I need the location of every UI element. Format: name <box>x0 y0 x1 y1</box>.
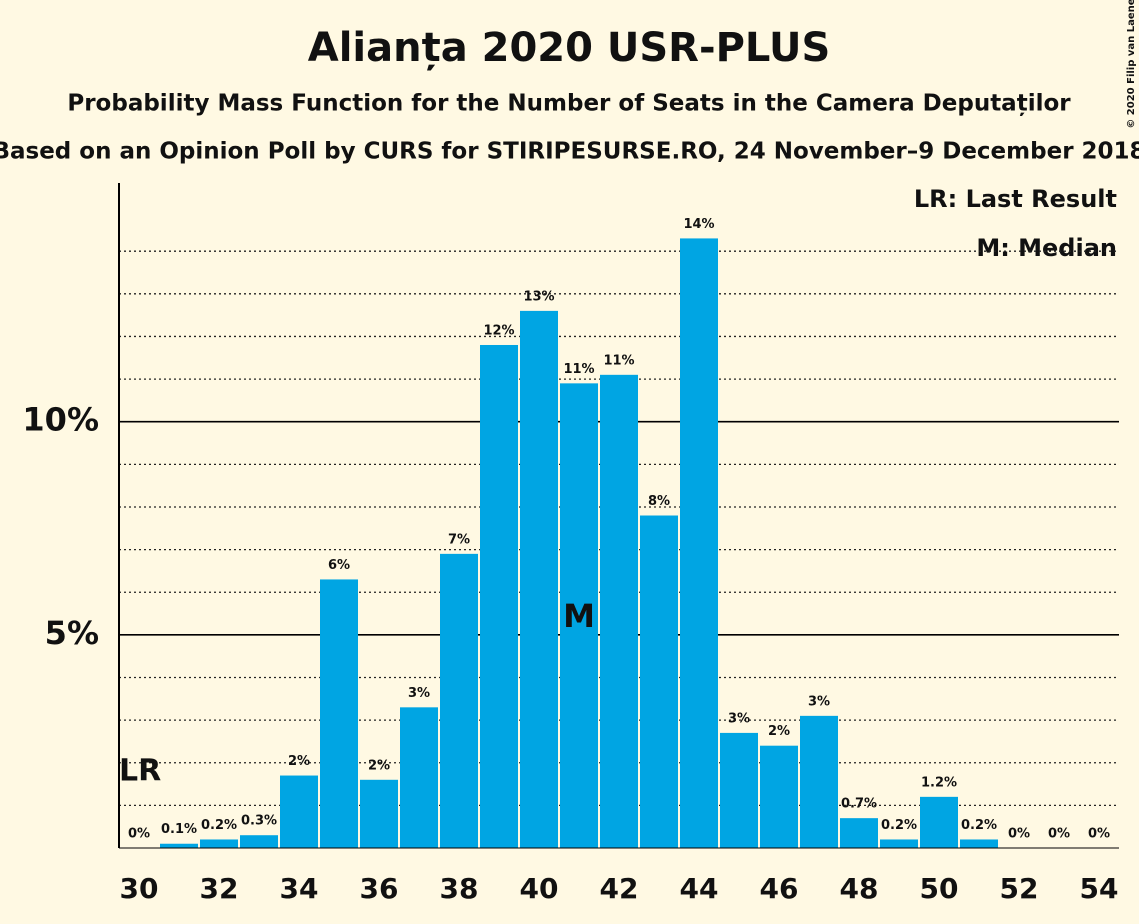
value-label: 2% <box>288 754 310 769</box>
bar <box>960 839 998 848</box>
value-label: 0.2% <box>201 818 237 833</box>
value-label: 12% <box>483 323 514 338</box>
value-label: 0.1% <box>161 822 197 837</box>
bar <box>440 553 478 848</box>
bar <box>240 835 278 848</box>
legend-entry: M: Median <box>976 234 1117 262</box>
value-label: 0% <box>128 827 150 842</box>
bar <box>400 707 438 848</box>
bar <box>160 843 198 848</box>
bar <box>480 344 518 848</box>
bar <box>280 775 318 848</box>
value-label: 3% <box>728 711 750 726</box>
legend-entry: LR: Last Result <box>914 185 1117 213</box>
value-label: 2% <box>368 758 390 773</box>
value-label: 11% <box>603 353 634 368</box>
bar <box>640 515 678 848</box>
value-label: 3% <box>408 686 430 701</box>
x-tick-label: 42 <box>600 872 639 905</box>
chart-source: Based on an Opinion Poll by CURS for STI… <box>0 139 1139 165</box>
value-label: 0% <box>1008 827 1030 842</box>
value-label: 0% <box>1088 827 1110 842</box>
bar <box>600 374 638 848</box>
bar <box>880 839 918 848</box>
x-tick-label: 34 <box>280 872 319 905</box>
y-tick-label: 10% <box>22 401 99 439</box>
bar <box>920 796 958 848</box>
bar <box>560 383 598 848</box>
x-tick-label: 50 <box>920 872 959 905</box>
chart-subtitle: Probability Mass Function for the Number… <box>67 91 1071 117</box>
bar <box>840 818 878 848</box>
value-label: 11% <box>563 362 594 377</box>
x-tick-label: 32 <box>200 872 239 905</box>
bar <box>320 579 358 848</box>
bar <box>800 715 838 848</box>
value-label: 1.2% <box>921 775 957 790</box>
value-label: 0.3% <box>241 814 277 829</box>
bar <box>720 732 758 848</box>
bar <box>360 779 398 848</box>
chart-title: Alianța 2020 USR-PLUS <box>308 25 831 71</box>
value-label: 0.2% <box>881 818 917 833</box>
last-result-marker: LR <box>119 754 161 789</box>
x-tick-label: 52 <box>1000 872 1039 905</box>
bar <box>760 745 798 848</box>
value-label: 3% <box>808 694 830 709</box>
x-tick-label: 44 <box>680 872 719 905</box>
x-tick-label: 46 <box>760 872 799 905</box>
x-tick-label: 30 <box>120 872 159 905</box>
value-label: 2% <box>768 724 790 739</box>
bar <box>200 839 238 848</box>
x-tick-label: 48 <box>840 872 879 905</box>
value-label: 0.7% <box>841 797 877 812</box>
bar <box>520 310 558 848</box>
value-label: 8% <box>648 494 670 509</box>
bar <box>680 238 718 848</box>
value-label: 7% <box>448 532 470 547</box>
value-label: 13% <box>523 289 554 304</box>
y-tick-label: 5% <box>45 614 99 652</box>
value-label: 6% <box>328 558 350 573</box>
x-tick-label: 38 <box>440 872 479 905</box>
x-tick-label: 36 <box>360 872 399 905</box>
copyright: © 2020 Filip van Laenen <box>1126 0 1137 129</box>
value-label: 14% <box>683 217 714 232</box>
x-tick-label: 54 <box>1080 872 1119 905</box>
value-label: 0% <box>1048 827 1070 842</box>
value-label: 0.2% <box>961 818 997 833</box>
median-marker: M <box>563 597 595 635</box>
x-tick-label: 40 <box>520 872 559 905</box>
